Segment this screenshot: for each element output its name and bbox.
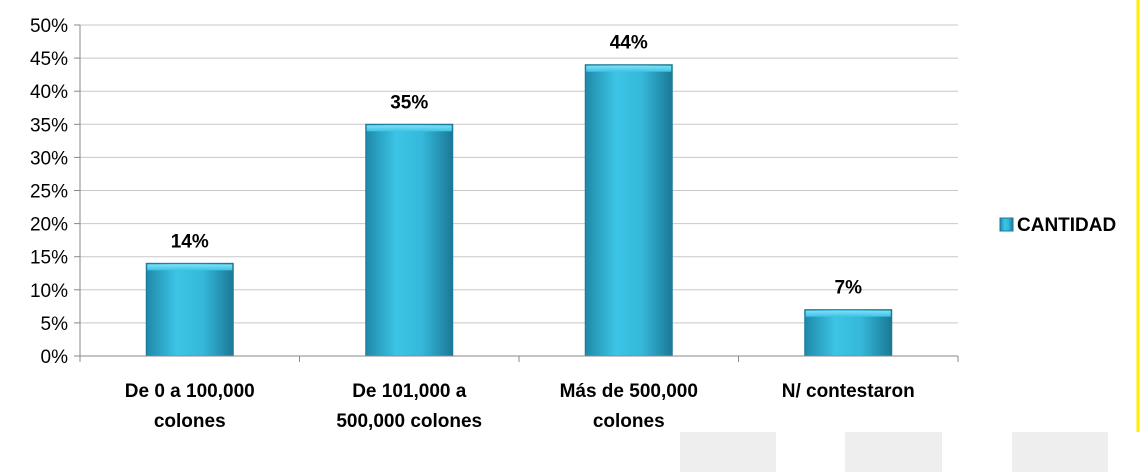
y-tick-label: 25% xyxy=(30,182,68,203)
x-axis-labels: De 0 a 100,000 colones De 101,000 a 500,000… xyxy=(125,381,915,432)
axes xyxy=(79,25,959,362)
y-tick-label: 50% xyxy=(30,16,68,37)
decorative-block xyxy=(845,432,942,472)
bar-highlight xyxy=(805,310,891,317)
y-tick-label: 15% xyxy=(30,248,68,269)
decorative-block xyxy=(680,432,776,472)
bar xyxy=(365,123,454,357)
x-category-label: De 0 a 100,000 xyxy=(125,381,255,402)
y-tick-label: 0% xyxy=(41,347,69,368)
bar-highlight xyxy=(147,264,233,271)
data-label: 44% xyxy=(610,33,648,54)
legend-label: CANTIDAD xyxy=(1017,215,1116,236)
data-label: 14% xyxy=(171,231,209,252)
x-category-label: Más de 500,000 xyxy=(560,381,698,402)
y-tick-label: 5% xyxy=(41,314,69,335)
x-category-label: De 101,000 a xyxy=(352,381,467,402)
y-tick-label: 30% xyxy=(30,148,68,169)
y-tick-label: 40% xyxy=(30,82,68,103)
y-tick-label: 45% xyxy=(30,49,68,70)
y-axis-ticks: 0% 5% 10% 15% 20% 25% 30% 35% 40% 45% 50% xyxy=(30,16,80,368)
y-tick-label: 35% xyxy=(30,115,68,136)
x-category-label: N/ contestaron xyxy=(782,381,915,402)
x-category-label: colones xyxy=(154,411,226,432)
bars xyxy=(145,64,893,357)
y-tick-label: 10% xyxy=(30,281,68,302)
legend-swatch xyxy=(999,217,1014,232)
bar xyxy=(584,64,673,357)
bar-highlight xyxy=(366,125,452,132)
decorative-block xyxy=(1012,432,1108,472)
y-tick-label: 20% xyxy=(30,215,68,236)
data-label: 7% xyxy=(835,278,863,299)
bar-highlight xyxy=(586,65,672,72)
x-category-label: colones xyxy=(593,411,665,432)
bar xyxy=(145,262,234,357)
x-category-label: 500,000 colones xyxy=(336,411,482,432)
data-labels: 14% 35% 44% 7% xyxy=(171,33,862,299)
data-label: 35% xyxy=(390,92,428,113)
legend: CANTIDAD xyxy=(999,215,1116,236)
